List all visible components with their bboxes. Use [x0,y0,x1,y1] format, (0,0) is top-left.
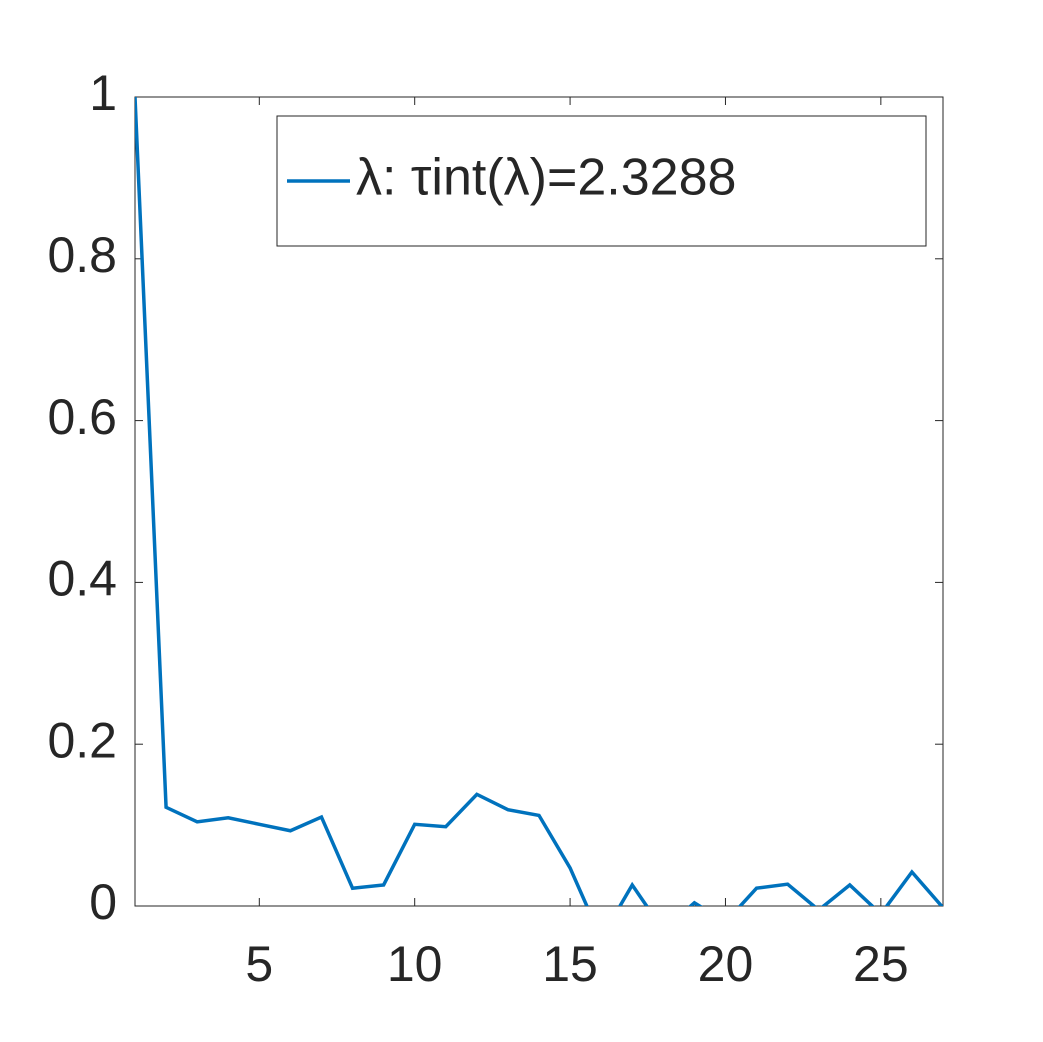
legend-label: λ: τint(λ)=2.3288 [356,149,736,207]
x-tick-label: 5 [245,936,273,992]
y-tick-label: 0 [89,874,117,930]
y-tick-label: 0.6 [47,389,117,445]
x-tick-label: 10 [387,936,443,992]
y-tick-label: 0.8 [47,227,117,283]
x-tick-label: 25 [853,936,909,992]
plot-area [135,97,943,906]
x-tick-label: 15 [542,936,598,992]
y-tick-label: 0.4 [47,551,117,607]
y-tick-label: 0.2 [47,712,117,768]
y-tick-label: 1 [89,65,117,121]
data-line [135,97,943,906]
legend-box [276,115,927,247]
x-tick-label: 20 [698,936,754,992]
